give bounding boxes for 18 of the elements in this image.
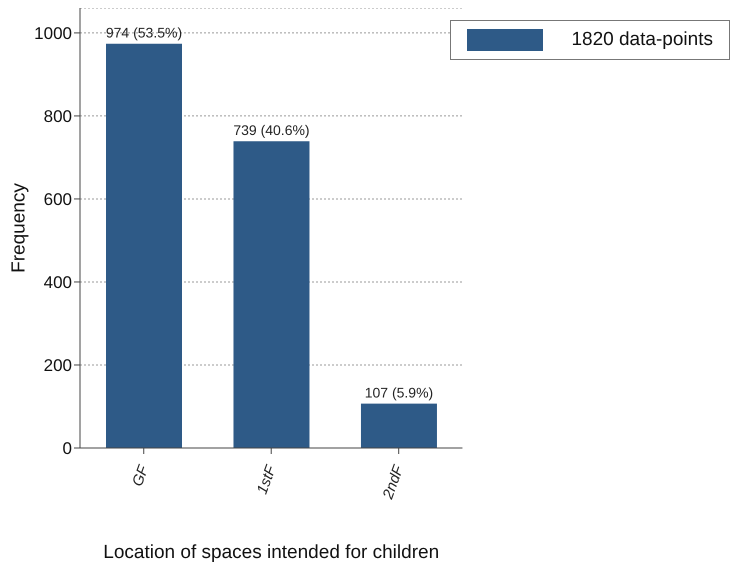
bar xyxy=(360,404,437,448)
bar xyxy=(106,44,182,448)
x-tick-label: 2ndF xyxy=(379,462,408,502)
y-tick-label: 600 xyxy=(44,190,72,209)
data-label: 107 (5.9%) xyxy=(364,384,434,401)
y-axis-title: Frequency xyxy=(8,182,30,273)
legend-label: 1820 data-points xyxy=(571,29,713,51)
data-label: 974 (53.5%) xyxy=(106,24,182,41)
y-tick-label: 1000 xyxy=(34,24,72,43)
data-label: 739 (40.6%) xyxy=(233,122,310,138)
y-tick-label: 400 xyxy=(44,272,72,292)
bar xyxy=(233,141,310,448)
x-tick-label: 1stF xyxy=(254,462,280,497)
x-tick-label: GF xyxy=(129,462,152,489)
x-axis-title: Location of spaces intended for children xyxy=(103,542,440,563)
y-tick-label: 800 xyxy=(44,106,72,126)
y-tick-label: 0 xyxy=(62,439,72,458)
y-tick-label: 200 xyxy=(44,356,72,376)
